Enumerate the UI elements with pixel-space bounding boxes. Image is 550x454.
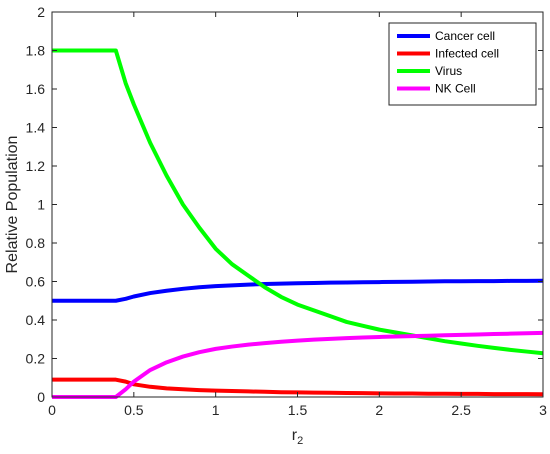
y-tick-label: 2 xyxy=(37,4,45,20)
series-line-infected-cell xyxy=(52,377,544,397)
legend-label-cancer-cell: Cancer cell xyxy=(435,29,495,43)
y-tick-label: 1 xyxy=(37,197,45,213)
legend-label-virus: Virus xyxy=(435,64,462,78)
x-axis-title-subscript: 2 xyxy=(297,435,303,447)
x-tick-label: 0.5 xyxy=(124,402,144,418)
y-tick-label: 1.2 xyxy=(26,158,46,174)
x-tick-label: 1 xyxy=(212,402,220,418)
series-line-virus xyxy=(52,48,544,356)
x-tick-label: 2 xyxy=(375,402,383,418)
x-tick-label: 0 xyxy=(48,402,56,418)
y-tick-label: 1.4 xyxy=(26,120,46,136)
y-tick-label: 1.8 xyxy=(26,43,46,59)
axes-layer: 0 0.5 1 1.5 2 2.5 3 0 0.2 0.4 0.6 0.8 1 1.2 1.4 1.6 1.8 2 xyxy=(26,4,548,418)
x-tick-label: 1.5 xyxy=(288,402,308,418)
legend: Cancer cell Infected cell Virus NK Cell xyxy=(388,22,537,106)
y-tick-label: 0.4 xyxy=(26,312,46,328)
x-axis-title-text: r xyxy=(292,427,298,444)
legend-label-nk-cell: NK Cell xyxy=(435,82,476,96)
y-tick-label: 0 xyxy=(37,389,45,405)
series-line-nk-cell xyxy=(52,330,544,399)
y-tick-label: 0.2 xyxy=(26,351,46,367)
y-tick-label: 0.8 xyxy=(26,235,46,251)
y-tick-label: 1.6 xyxy=(26,81,46,97)
x-axis-title: r2 xyxy=(292,427,303,447)
x-tick-label: 2.5 xyxy=(451,402,471,418)
y-tick-label: 0.6 xyxy=(26,274,46,290)
series-layer xyxy=(52,48,544,399)
y-axis-title: Relative Population xyxy=(4,136,21,274)
series-line-cancer-cell xyxy=(52,278,544,303)
x-tick-label: 3 xyxy=(539,402,547,418)
legend-label-infected-cell: Infected cell xyxy=(435,47,499,61)
